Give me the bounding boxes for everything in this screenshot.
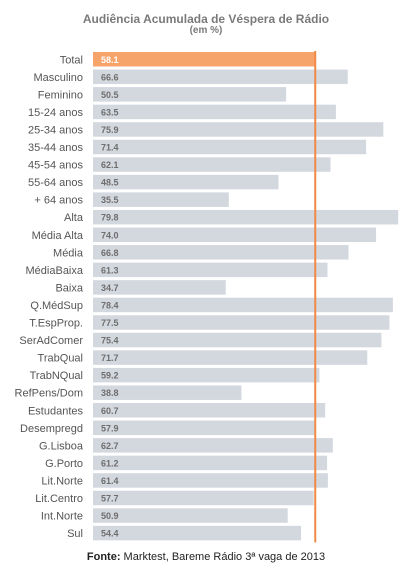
category-label: Média Alta <box>32 230 84 242</box>
bar <box>93 262 328 278</box>
value-label: 50.5 <box>101 90 119 100</box>
category-label: RefPens/Dom <box>15 388 83 400</box>
bar <box>93 332 382 348</box>
bar <box>93 227 377 242</box>
category-label: Int.Norte <box>41 511 83 523</box>
category-label: 25-34 anos <box>28 124 84 136</box>
value-label: 75.9 <box>101 125 119 135</box>
value-label: 35.5 <box>101 195 119 205</box>
category-label: T.EspProp. <box>29 318 83 330</box>
bar <box>93 157 331 172</box>
category-label: Feminino <box>38 89 83 101</box>
category-label: 45-54 anos <box>28 160 84 172</box>
bar <box>93 122 384 137</box>
value-label: 63.5 <box>101 107 119 117</box>
value-label: 61.2 <box>101 458 119 468</box>
value-label: 62.1 <box>101 160 119 170</box>
bar <box>93 139 367 155</box>
category-label: G.Lisboa <box>39 440 84 452</box>
value-label: 66.6 <box>101 72 119 82</box>
bar <box>93 473 328 488</box>
value-label: 61.3 <box>101 265 119 275</box>
bar <box>93 192 229 207</box>
category-label: SerAdComer <box>19 335 83 347</box>
bar <box>93 350 368 365</box>
chart-title: Audiência Acumulada de Véspera de Rádio <box>82 12 330 26</box>
bar <box>93 104 336 120</box>
bar <box>93 315 390 330</box>
footnote-label: Fonte: <box>86 551 121 563</box>
value-label: 34.7 <box>101 283 119 293</box>
value-label: 62.7 <box>101 441 119 451</box>
bar <box>93 87 287 102</box>
bar <box>93 385 242 400</box>
category-label: 15-24 anos <box>28 107 84 119</box>
category-label: Total <box>60 54 83 66</box>
value-label: 61.4 <box>101 476 119 486</box>
bar <box>93 490 314 506</box>
category-label: Desempregd <box>20 423 83 435</box>
value-label: 78.4 <box>101 300 119 310</box>
category-label: TrabNQual <box>30 370 83 382</box>
value-label: 50.9 <box>101 511 119 521</box>
category-label: Estudantes <box>28 405 84 417</box>
value-label: 71.4 <box>101 143 119 153</box>
category-label: Q.MédSup <box>30 300 83 312</box>
bar <box>93 209 399 225</box>
category-label: Alta <box>64 212 84 224</box>
category-label: 55-64 anos <box>28 177 84 189</box>
bar <box>93 525 302 541</box>
value-label: 58.1 <box>101 55 119 65</box>
bar <box>93 69 348 85</box>
value-label: 74.0 <box>101 230 119 240</box>
category-label: Baixa <box>55 282 83 294</box>
value-label: 79.8 <box>101 213 119 223</box>
bar <box>93 174 279 190</box>
bar-total <box>93 52 316 67</box>
value-label: 60.7 <box>101 406 119 416</box>
category-label: Lit.Norte <box>41 475 83 487</box>
bar <box>93 420 315 436</box>
category-label: MédiaBaixa <box>26 265 84 277</box>
value-label: 38.8 <box>101 388 119 398</box>
category-label: Masculino <box>33 72 83 84</box>
bar <box>93 438 333 453</box>
chart-subtitle: (em %) <box>189 25 223 36</box>
category-label: Lit.Centro <box>35 493 83 505</box>
value-label: 57.7 <box>101 494 119 504</box>
bar <box>93 280 226 295</box>
category-label: Média <box>53 247 84 259</box>
value-label: 77.5 <box>101 318 119 328</box>
value-label: 75.4 <box>101 336 119 346</box>
bar <box>93 508 288 523</box>
bar <box>93 455 328 471</box>
bar <box>93 245 349 260</box>
category-label: + 64 anos <box>34 195 83 207</box>
category-label: 35-44 anos <box>28 142 84 154</box>
value-label: 71.7 <box>101 353 119 363</box>
footnote-text: Marktest, Bareme Rádio 3ª vaga de 2013 <box>120 551 326 563</box>
category-label: Sul <box>67 528 83 540</box>
category-label: G.Porto <box>45 458 83 470</box>
value-label: 57.9 <box>101 423 119 433</box>
value-label: 48.5 <box>101 178 119 188</box>
value-label: 59.2 <box>101 371 119 381</box>
value-label: 66.8 <box>101 248 119 258</box>
value-label: 54.4 <box>101 529 119 539</box>
bar <box>93 403 326 418</box>
bar <box>93 297 393 313</box>
bar <box>93 367 320 383</box>
footnote: Fonte: Marktest, Bareme Rádio 3ª vaga de… <box>0 551 412 563</box>
category-label: TrabQual <box>38 353 83 365</box>
